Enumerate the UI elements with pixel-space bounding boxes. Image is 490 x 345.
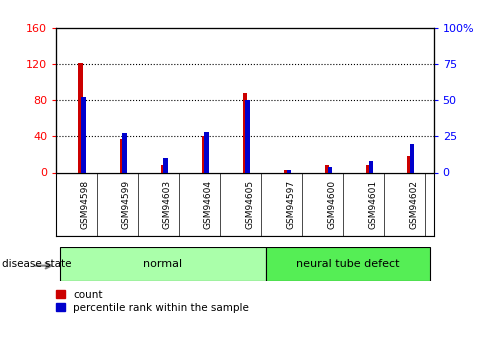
Text: disease state: disease state bbox=[2, 259, 72, 269]
Text: GSM94601: GSM94601 bbox=[368, 180, 377, 229]
Bar bbox=[410, 144, 415, 172]
Bar bbox=[60, 247, 266, 281]
Bar bbox=[204, 132, 209, 172]
Text: GSM94603: GSM94603 bbox=[163, 180, 172, 229]
Text: GSM94600: GSM94600 bbox=[327, 180, 336, 229]
Bar bbox=[81, 97, 86, 172]
Bar bbox=[164, 158, 169, 172]
Bar bbox=[368, 161, 373, 172]
Bar bbox=[245, 100, 250, 172]
Bar bbox=[324, 165, 329, 172]
Bar bbox=[284, 170, 289, 172]
Legend: count, percentile rank within the sample: count, percentile rank within the sample bbox=[56, 290, 249, 313]
Bar bbox=[327, 167, 332, 172]
Text: neural tube defect: neural tube defect bbox=[296, 259, 399, 269]
Bar bbox=[78, 63, 83, 172]
Text: GSM94604: GSM94604 bbox=[204, 180, 213, 229]
Bar bbox=[287, 170, 292, 172]
Bar bbox=[366, 165, 370, 172]
Text: GSM94599: GSM94599 bbox=[122, 180, 131, 229]
Bar bbox=[201, 136, 206, 172]
Bar bbox=[407, 156, 412, 172]
Text: GSM94597: GSM94597 bbox=[286, 180, 295, 229]
Bar bbox=[122, 134, 127, 172]
Text: normal: normal bbox=[144, 259, 183, 269]
Text: GSM94605: GSM94605 bbox=[245, 180, 254, 229]
Bar bbox=[266, 247, 430, 281]
Bar bbox=[120, 139, 124, 172]
Text: GSM94598: GSM94598 bbox=[81, 180, 90, 229]
Text: GSM94602: GSM94602 bbox=[409, 180, 418, 229]
Bar bbox=[161, 165, 166, 172]
Bar bbox=[243, 93, 247, 172]
